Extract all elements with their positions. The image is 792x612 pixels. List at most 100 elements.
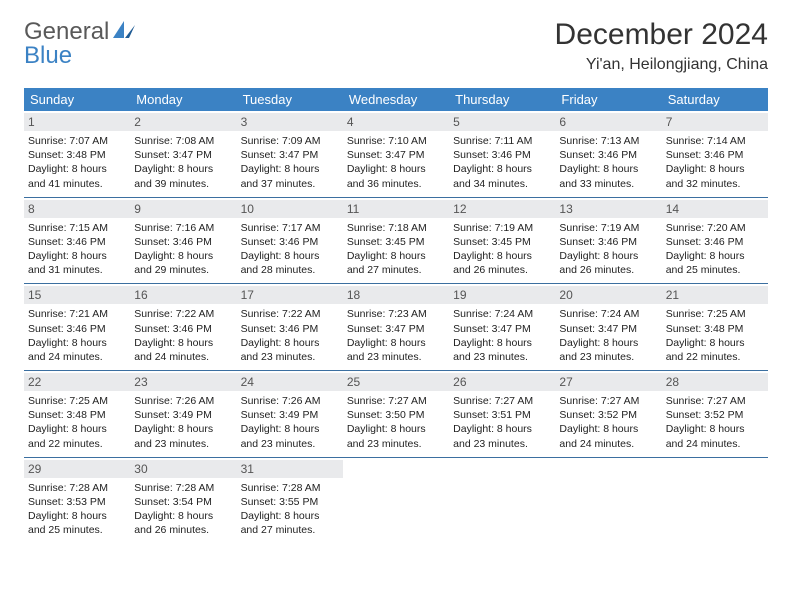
day-number: 23 [130, 373, 236, 391]
calendar-body: 1 Sunrise: 7:07 AMSunset: 3:48 PMDaylight… [24, 111, 768, 543]
calendar-cell: 28Sunrise: 7:27 AMSunset: 3:52 PMDayligh… [662, 371, 768, 457]
day-number: 6 [555, 113, 661, 131]
day-details: Sunrise: 7:27 AMSunset: 3:52 PMDaylight:… [559, 394, 657, 451]
day-details: Sunrise: 7:24 AMSunset: 3:47 PMDaylight:… [453, 307, 551, 364]
calendar-cell: 12 Sunrise: 7:19 AMSunset: 3:45 PMDayligh… [449, 198, 555, 284]
day-number: 4 [343, 113, 449, 131]
title-block: December 2024 Yi'an, Heilongjiang, China [555, 18, 768, 74]
weekday-mon: Monday [130, 88, 236, 111]
day-number: 12 [449, 200, 555, 218]
day-number: 8 [24, 200, 130, 218]
calendar-cell: 22Sunrise: 7:25 AMSunset: 3:48 PMDayligh… [24, 371, 130, 457]
day-details: Sunrise: 7:28 AMSunset: 3:55 PMDaylight:… [241, 481, 339, 538]
calendar-cell: 7 Sunrise: 7:14 AMSunset: 3:46 PMDaylight… [662, 111, 768, 197]
calendar-cell: 24 Sunrise: 7:26 AMSunset: 3:49 PMDayligh… [237, 371, 343, 457]
day-number: 22 [24, 373, 130, 391]
day-number: 28 [662, 373, 768, 391]
day-details: Sunrise: 7:09 AMSunset: 3:47 PMDaylight:… [241, 134, 339, 191]
day-number: 1 [24, 113, 130, 131]
day-details: Sunrise: 7:21 AMSunset: 3:46 PMDaylight:… [28, 307, 126, 364]
day-details: Sunrise: 7:19 AMSunset: 3:45 PMDaylight:… [453, 221, 551, 278]
day-number: 18 [343, 286, 449, 304]
day-details: Sunrise: 7:11 AMSunset: 3:46 PMDaylight:… [453, 134, 551, 191]
day-number: 3 [237, 113, 343, 131]
day-details: Sunrise: 7:18 AMSunset: 3:45 PMDaylight:… [347, 221, 445, 278]
day-details: Sunrise: 7:14 AMSunset: 3:46 PMDaylight:… [666, 134, 764, 191]
day-number: 14 [662, 200, 768, 218]
calendar-cell: 17 Sunrise: 7:22 AMSunset: 3:46 PMDayligh… [237, 284, 343, 370]
day-details: Sunrise: 7:25 AMSunset: 3:48 PMDaylight:… [666, 307, 764, 364]
day-details: Sunrise: 7:13 AMSunset: 3:46 PMDaylight:… [559, 134, 657, 191]
calendar-cell: 9Sunrise: 7:16 AMSunset: 3:46 PMDaylight… [130, 198, 236, 284]
weekday-thu: Thursday [449, 88, 555, 111]
day-details: Sunrise: 7:28 AMSunset: 3:54 PMDaylight:… [134, 481, 232, 538]
day-number: 30 [130, 460, 236, 478]
calendar-cell: 2 Sunrise: 7:08 AMSunset: 3:47 PMDaylight… [130, 111, 236, 197]
day-number: 19 [449, 286, 555, 304]
day-number: 2 [130, 113, 236, 131]
day-number: 16 [130, 286, 236, 304]
calendar-cell: 25 Sunrise: 7:27 AMSunset: 3:50 PMDayligh… [343, 371, 449, 457]
location: Yi'an, Heilongjiang, China [555, 56, 768, 74]
calendar-week: 15 Sunrise: 7:21 AMSunset: 3:46 PMDayligh… [24, 284, 768, 371]
calendar-cell: 31 Sunrise: 7:28 AMSunset: 3:55 PMDayligh… [237, 458, 343, 544]
weekday-header: Sunday Monday Tuesday Wednesday Thursday… [24, 88, 768, 111]
day-details: Sunrise: 7:22 AMSunset: 3:46 PMDaylight:… [241, 307, 339, 364]
day-number: 24 [237, 373, 343, 391]
day-number: 7 [662, 113, 768, 131]
weekday-tue: Tuesday [237, 88, 343, 111]
calendar-cell [662, 458, 768, 544]
day-details: Sunrise: 7:22 AMSunset: 3:46 PMDaylight:… [134, 307, 232, 364]
logo-text-blue: Blue [24, 42, 72, 70]
day-number: 9 [130, 200, 236, 218]
weekday-sun: Sunday [24, 88, 130, 111]
weekday-sat: Saturday [662, 88, 768, 111]
calendar-cell: 6 Sunrise: 7:13 AMSunset: 3:46 PMDaylight… [555, 111, 661, 197]
calendar-cell: 13 Sunrise: 7:19 AMSunset: 3:46 PMDayligh… [555, 198, 661, 284]
day-details: Sunrise: 7:24 AMSunset: 3:47 PMDaylight:… [559, 307, 657, 364]
day-details: Sunrise: 7:27 AMSunset: 3:50 PMDaylight:… [347, 394, 445, 451]
day-number: 26 [449, 373, 555, 391]
calendar-cell: 19 Sunrise: 7:24 AMSunset: 3:47 PMDayligh… [449, 284, 555, 370]
day-number: 15 [24, 286, 130, 304]
day-details: Sunrise: 7:26 AMSunset: 3:49 PMDaylight:… [134, 394, 232, 451]
calendar-week: 29 Sunrise: 7:28 AMSunset: 3:53 PMDayligh… [24, 458, 768, 544]
day-details: Sunrise: 7:23 AMSunset: 3:47 PMDaylight:… [347, 307, 445, 364]
calendar-cell: 30 Sunrise: 7:28 AMSunset: 3:54 PMDayligh… [130, 458, 236, 544]
calendar-cell [449, 458, 555, 544]
calendar-cell: 18 Sunrise: 7:23 AMSunset: 3:47 PMDayligh… [343, 284, 449, 370]
day-number: 25 [343, 373, 449, 391]
day-number: 10 [237, 200, 343, 218]
calendar-cell: 16 Sunrise: 7:22 AMSunset: 3:46 PMDayligh… [130, 284, 236, 370]
day-number: 17 [237, 286, 343, 304]
day-number: 27 [555, 373, 661, 391]
calendar-cell: 14 Sunrise: 7:20 AMSunset: 3:46 PMDayligh… [662, 198, 768, 284]
calendar-cell: 23 Sunrise: 7:26 AMSunset: 3:49 PMDayligh… [130, 371, 236, 457]
day-details: Sunrise: 7:26 AMSunset: 3:49 PMDaylight:… [241, 394, 339, 451]
calendar-cell: 1 Sunrise: 7:07 AMSunset: 3:48 PMDaylight… [24, 111, 130, 197]
day-number: 13 [555, 200, 661, 218]
day-details: Sunrise: 7:28 AMSunset: 3:53 PMDaylight:… [28, 481, 126, 538]
day-details: Sunrise: 7:08 AMSunset: 3:47 PMDaylight:… [134, 134, 232, 191]
calendar-cell: 26Sunrise: 7:27 AMSunset: 3:51 PMDayligh… [449, 371, 555, 457]
sail-icon [113, 18, 135, 46]
day-number: 20 [555, 286, 661, 304]
day-details: Sunrise: 7:19 AMSunset: 3:46 PMDaylight:… [559, 221, 657, 278]
day-details: Sunrise: 7:20 AMSunset: 3:46 PMDaylight:… [666, 221, 764, 278]
calendar-cell: 3 Sunrise: 7:09 AMSunset: 3:47 PMDaylight… [237, 111, 343, 197]
calendar: Sunday Monday Tuesday Wednesday Thursday… [24, 88, 768, 543]
calendar-cell: 27 Sunrise: 7:27 AMSunset: 3:52 PMDayligh… [555, 371, 661, 457]
weekday-wed: Wednesday [343, 88, 449, 111]
header: General December 2024 Yi'an, Heilongjian… [24, 18, 768, 74]
calendar-week: 1 Sunrise: 7:07 AMSunset: 3:48 PMDaylight… [24, 111, 768, 198]
day-details: Sunrise: 7:15 AMSunset: 3:46 PMDaylight:… [28, 221, 126, 278]
day-number: 31 [237, 460, 343, 478]
day-number: 29 [24, 460, 130, 478]
calendar-cell [343, 458, 449, 544]
calendar-cell: 15 Sunrise: 7:21 AMSunset: 3:46 PMDayligh… [24, 284, 130, 370]
calendar-week: 8 Sunrise: 7:15 AMSunset: 3:46 PMDaylight… [24, 198, 768, 285]
day-number: 5 [449, 113, 555, 131]
day-details: Sunrise: 7:07 AMSunset: 3:48 PMDaylight:… [28, 134, 126, 191]
calendar-cell: 8 Sunrise: 7:15 AMSunset: 3:46 PMDaylight… [24, 198, 130, 284]
month-title: December 2024 [555, 18, 768, 52]
